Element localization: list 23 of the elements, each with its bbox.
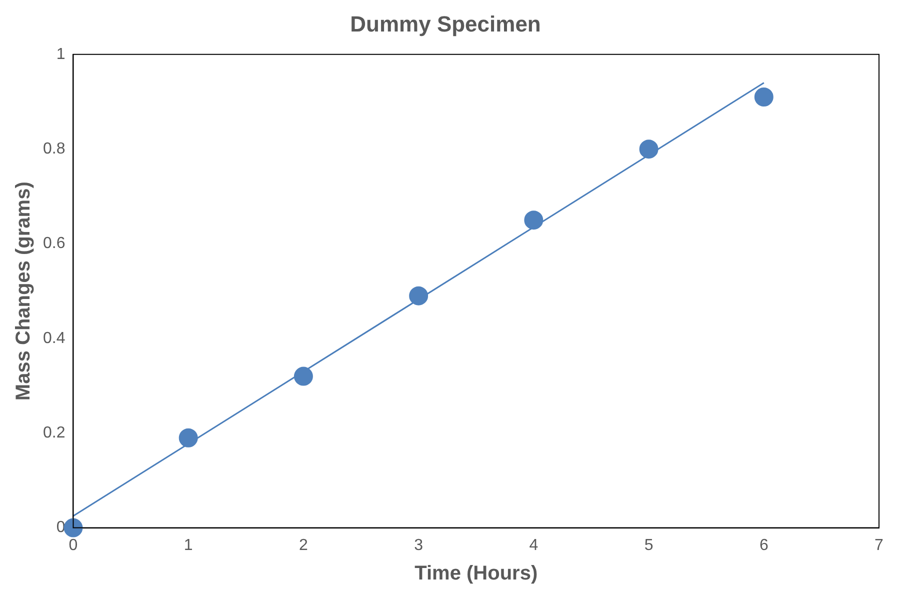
y-axis-title: Mass Changes (grams) [12,182,35,401]
point [639,140,658,159]
x-tick-label: 2 [299,536,308,554]
point [409,286,428,306]
x-tick-label: 5 [644,536,654,554]
x-tick-label: 7 [874,536,884,554]
x-tick-label: 1 [184,536,193,554]
x-tick-label: 4 [529,536,538,554]
y-tick-label: 0.4 [42,330,66,347]
y-tick-label: 0.6 [42,235,66,252]
point [524,210,544,230]
x-tick-label: 3 [414,536,424,554]
y-tick-label: 0.2 [42,424,66,442]
x-tick-label: 6 [759,536,768,554]
x-tick-label: 0 [68,536,78,554]
point [178,428,198,448]
chart-title: Dummy Specimen [350,11,541,36]
x-axis-title: Time (Hours) [414,562,538,585]
point [294,366,313,386]
y-tick-label: 0.8 [42,140,66,158]
point [754,88,774,107]
point [64,518,83,538]
y-tick-label: 1 [56,46,66,63]
